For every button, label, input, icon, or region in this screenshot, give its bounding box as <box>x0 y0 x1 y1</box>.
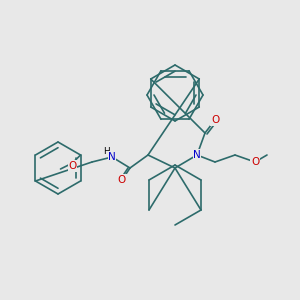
Text: O: O <box>211 115 219 125</box>
Text: O: O <box>118 175 126 185</box>
Text: H: H <box>103 146 109 155</box>
Text: O: O <box>251 157 259 167</box>
Text: O: O <box>68 161 76 171</box>
Text: N: N <box>193 150 201 160</box>
Text: N: N <box>108 152 116 162</box>
